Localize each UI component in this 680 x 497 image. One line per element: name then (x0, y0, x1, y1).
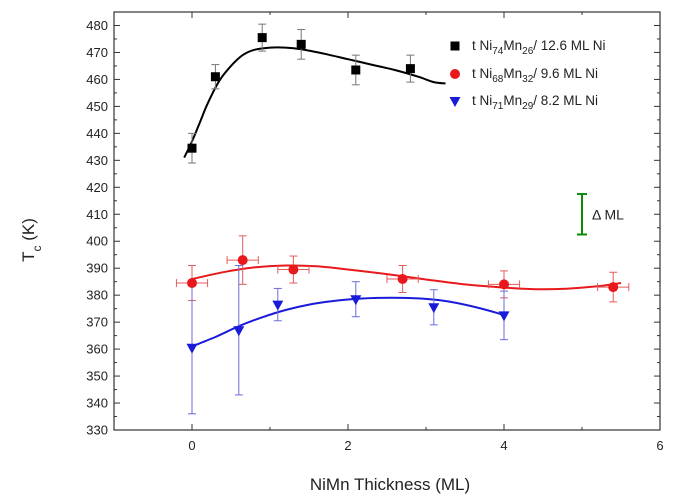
data-point-s3 (233, 326, 245, 337)
legend-label-s2: t Ni68Mn32/ 9.6 ML Ni (472, 66, 598, 85)
data-point-s3 (428, 303, 440, 314)
x-tick-label: 0 (188, 438, 195, 453)
legend-label-s3: t Ni71Mn29/ 8.2 ML Ni (472, 93, 598, 112)
delta-ml-label: Δ ML (592, 206, 624, 222)
plot-frame (113, 11, 661, 431)
legend: t Ni74Mn26/ 12.6 ML Ni t Ni68Mn32/ 9.6 ML… (449, 38, 606, 112)
data-point-s1 (351, 65, 361, 75)
data-point-s1 (210, 72, 220, 82)
data-point-s2 (608, 282, 619, 293)
data-point-s1 (405, 64, 415, 74)
legend-marker-s1 (450, 41, 460, 51)
legend-label-s1: t Ni74Mn26/ 12.6 ML Ni (472, 38, 606, 57)
data-point-s3 (186, 343, 198, 354)
legend-marker-s3 (449, 97, 461, 107)
y-tick-label: 360 (86, 342, 108, 357)
y-tick-label: 420 (86, 180, 108, 195)
data-point-s1 (296, 39, 306, 49)
x-tick-label: 4 (500, 438, 507, 453)
y-tick-label: 470 (86, 45, 108, 60)
y-tick-label: 430 (86, 153, 108, 168)
x-tick-label: 2 (344, 438, 351, 453)
data-point-s2 (237, 255, 248, 266)
y-tick-label: 440 (86, 126, 108, 141)
y-tick-label: 390 (86, 261, 108, 276)
x-axis-title: NiMn Thickness (ML) (310, 475, 470, 494)
data-point-s2 (499, 279, 509, 290)
y-tick-label: 400 (86, 234, 108, 249)
data-point-s3 (350, 295, 362, 306)
delta-ml-annotation: Δ ML (577, 193, 624, 236)
data-point-s2 (397, 273, 408, 284)
y-tick-label: 370 (86, 315, 108, 330)
fit-curve-s1 (183, 46, 446, 159)
data-point-s1 (257, 33, 267, 43)
y-tick-label: 480 (86, 18, 108, 33)
y-tick-label: 350 (86, 369, 108, 384)
data-point-s2 (187, 278, 197, 289)
data-points (186, 33, 619, 354)
y-tick-label: 340 (86, 396, 108, 411)
legend-marker-s2 (450, 69, 460, 79)
y-tick-label: 450 (86, 99, 108, 114)
y-tick-label: 460 (86, 72, 108, 87)
data-point-s1 (187, 143, 197, 153)
axes: 3303403503603703803904004104204304404504… (86, 11, 664, 453)
error-bars (175, 23, 630, 415)
y-tick-label: 380 (86, 288, 108, 303)
data-point-s3 (272, 300, 284, 311)
data-point-s2 (288, 264, 299, 275)
data-point-s3 (498, 311, 510, 322)
y-tick-label: 410 (86, 207, 108, 222)
x-tick-label: 6 (656, 438, 663, 453)
y-tick-label: 330 (86, 423, 108, 438)
y-axis-title: Tc (K) (19, 218, 44, 262)
